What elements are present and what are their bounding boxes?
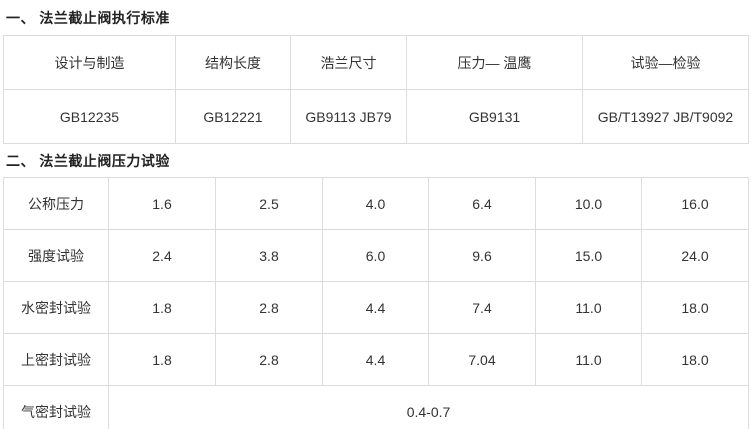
pressure-value-cell: 18.0	[641, 281, 749, 334]
pressure-table: 公称压力 1.6 2.5 4.0 6.4 10.0 16.0 强度试验 2.4 …	[3, 177, 749, 429]
standards-value-cell: GB9113 JB79	[290, 89, 407, 144]
pressure-value-cell: 15.0	[535, 229, 642, 282]
pressure-value-cell: 9.6	[428, 229, 536, 282]
standards-header-cell: 结构长度	[175, 35, 291, 90]
pressure-value-cell: 7.04	[428, 333, 536, 386]
pressure-row-nominal: 公称压力 1.6 2.5 4.0 6.4 10.0 16.0	[3, 177, 749, 230]
pressure-value-cell: 1.6	[108, 177, 216, 230]
standards-header-cell: 压力— 温鹰	[406, 35, 583, 90]
pressure-value-cell: 3.8	[215, 229, 323, 282]
pressure-value-cell: 4.0	[322, 177, 429, 230]
pressure-value-cell: 24.0	[641, 229, 749, 282]
standards-value-cell: GB12235	[3, 89, 176, 144]
pressure-value-cell: 10.0	[535, 177, 642, 230]
pressure-value-cell: 6.0	[322, 229, 429, 282]
pressure-value-cell: 4.4	[322, 281, 429, 334]
pressure-value-cell: 4.4	[322, 333, 429, 386]
standards-header-row: 设计与制造 结构长度 浩兰尺寸 压力— 温鹰 试验—检验	[3, 35, 749, 90]
pressure-value-cell: 6.4	[428, 177, 536, 230]
pressure-value-cell: 1.8	[108, 281, 216, 334]
section2-title: 二、 法兰截止阀压力试验	[6, 153, 170, 169]
pressure-row-air-seal: 气密封试验 0.4-0.7	[3, 385, 749, 429]
pressure-value-cell: 11.0	[535, 281, 642, 334]
pressure-value-cell: 18.0	[641, 333, 749, 386]
standards-header-cell: 试验—检验	[582, 35, 749, 90]
standards-value-cell: GB12221	[175, 89, 291, 144]
row-label-cell: 强度试验	[3, 229, 109, 282]
standards-header-cell: 浩兰尺寸	[290, 35, 407, 90]
standards-table: 设计与制造 结构长度 浩兰尺寸 压力— 温鹰 试验—检验 GB12235 GB1…	[3, 35, 749, 144]
pressure-value-cell: 2.4	[108, 229, 216, 282]
standards-value-row: GB12235 GB12221 GB9113 JB79 GB9131 GB/T1…	[3, 89, 749, 144]
pressure-value-cell: 2.8	[215, 281, 323, 334]
pressure-value-cell: 11.0	[535, 333, 642, 386]
pressure-value-cell: 1.8	[108, 333, 216, 386]
pressure-value-cell: 7.4	[428, 281, 536, 334]
standards-header-cell: 设计与制造	[3, 35, 176, 90]
row-label-cell: 水密封试验	[3, 281, 109, 334]
standards-value-cell: GB9131	[406, 89, 583, 144]
pressure-row-water-seal: 水密封试验 1.8 2.8 4.4 7.4 11.0 18.0	[3, 281, 749, 334]
row-label-cell: 上密封试验	[3, 333, 109, 386]
row-label-cell: 气密封试验	[3, 385, 109, 429]
pressure-value-cell: 16.0	[641, 177, 749, 230]
pressure-row-upper-seal: 上密封试验 1.8 2.8 4.4 7.04 11.0 18.0	[3, 333, 749, 386]
section1-title: 一、 法兰截止阀执行标准	[6, 10, 170, 26]
pressure-span-value-cell: 0.4-0.7	[108, 385, 749, 429]
pressure-value-cell: 2.5	[215, 177, 323, 230]
pressure-value-cell: 2.8	[215, 333, 323, 386]
row-label-cell: 公称压力	[3, 177, 109, 230]
standards-value-cell: GB/T13927 JB/T9092	[582, 89, 749, 144]
pressure-row-strength: 强度试验 2.4 3.8 6.0 9.6 15.0 24.0	[3, 229, 749, 282]
